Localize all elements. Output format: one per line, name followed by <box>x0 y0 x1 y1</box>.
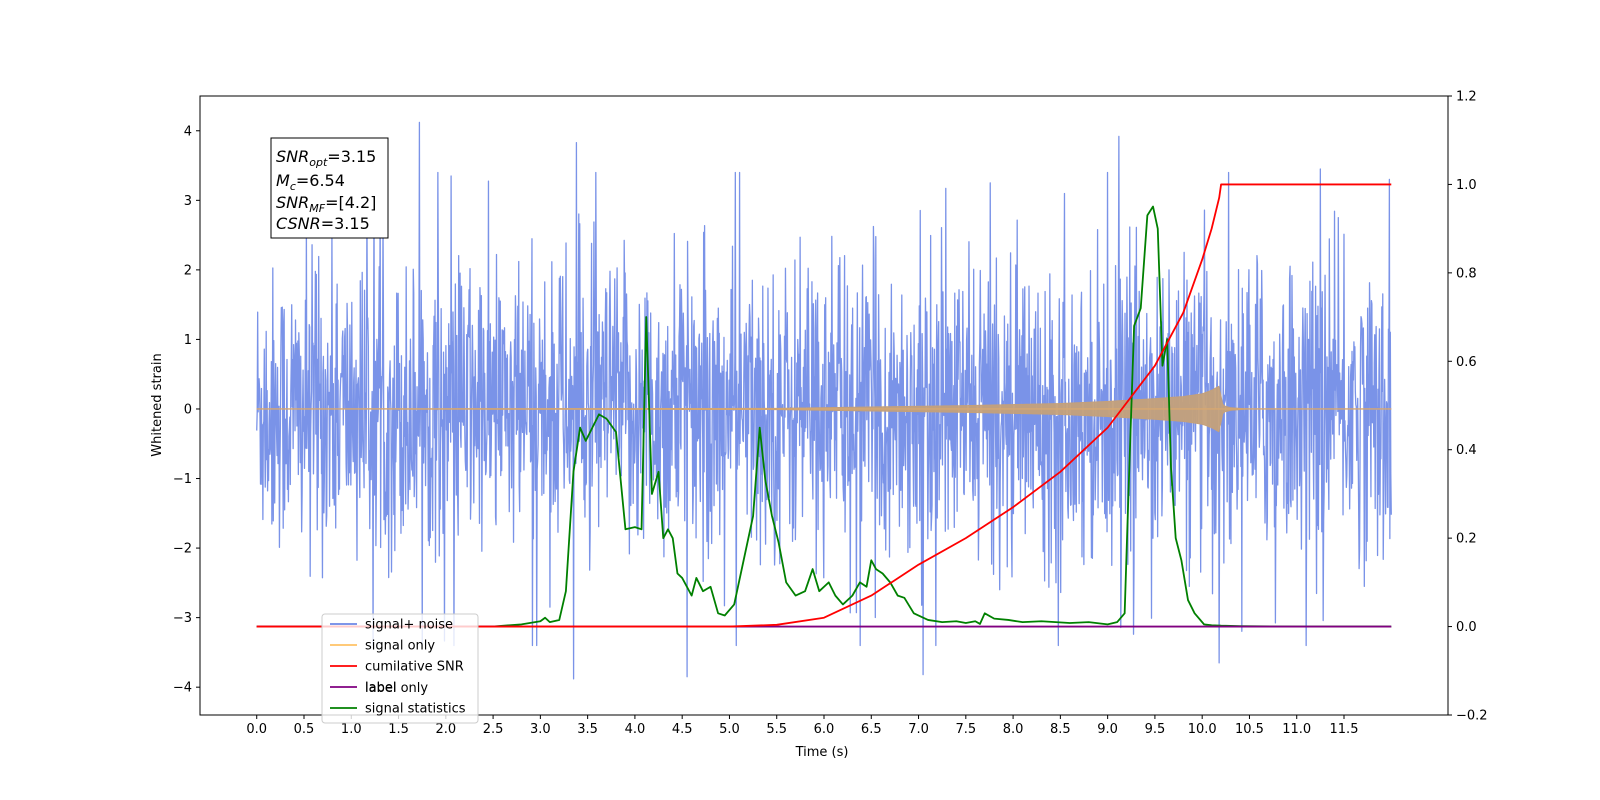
x-tick-label: 1.5 <box>388 722 409 737</box>
x-tick-label: 2.5 <box>483 722 504 737</box>
legend-hidden-label: label only <box>365 681 428 696</box>
annotation-snr-mf: SNRMF=[4.2] <box>276 193 376 215</box>
y2-tick-label: −0.2 <box>1456 709 1488 724</box>
y2-tick-label: 0.6 <box>1456 355 1477 370</box>
x-tick-label: 5.5 <box>766 722 787 737</box>
y2-tick-label: 0.8 <box>1456 266 1477 281</box>
x-tick-label: 0.0 <box>246 722 267 737</box>
y2-tick-label: 0.2 <box>1456 532 1477 547</box>
x-tick-label: 8.0 <box>1003 722 1024 737</box>
x-tick-label: 5.0 <box>719 722 740 737</box>
y-tick-label: −1 <box>173 472 192 487</box>
legend: label only signal+ noise signal only cumil… <box>321 613 479 724</box>
y-tick-label: −4 <box>173 681 192 696</box>
x-tick-label: 3.5 <box>577 722 598 737</box>
y2-tick-label: 0.4 <box>1456 443 1477 458</box>
y-axis-right: −0.2 0.0 0.2 0.4 0.6 0.8 1.0 1.2 <box>1448 90 1488 724</box>
x-tick-label: 4.5 <box>672 722 693 737</box>
legend-entry-label: cumilative SNR <box>365 660 464 675</box>
series-cumulative-snr <box>256 183 1392 628</box>
annotation-snr-opt: SNRopt=3.15 <box>276 147 376 169</box>
x-tick-label: 11.0 <box>1282 722 1311 737</box>
legend-entry-label: label <box>365 681 396 696</box>
y2-tick-label: 1.0 <box>1456 178 1477 193</box>
y-tick-label: 0 <box>184 402 192 417</box>
x-tick-label: 10.0 <box>1188 722 1217 737</box>
x-tick-label: 11.5 <box>1330 722 1359 737</box>
annotation-csnr: CSNR=3.15 <box>276 214 370 233</box>
x-tick-label: 9.5 <box>1145 722 1166 737</box>
x-tick-label: 4.0 <box>625 722 646 737</box>
series-signal-noise <box>256 121 1392 680</box>
x-tick-label: 10.5 <box>1235 722 1264 737</box>
x-axis: 0.0 0.5 1.0 1.5 2.0 2.5 3.0 3.5 4.0 4.5 5.0 5.5 6.0 6… <box>246 715 1358 737</box>
y-axis-left: −4 −3 −2 −1 0 1 2 3 4 <box>173 124 200 696</box>
y-tick-label: 4 <box>184 124 192 139</box>
x-tick-label: 6.5 <box>861 722 882 737</box>
x-tick-label: 8.5 <box>1050 722 1071 737</box>
legend-entry-label: signal+ noise <box>365 618 453 633</box>
y-tick-label: 3 <box>184 194 192 209</box>
x-tick-label: 0.5 <box>294 722 315 737</box>
x-tick-label: 6.0 <box>814 722 835 737</box>
annotation-box: SNRopt=3.15 Mc=6.54 SNRMF=[4.2] CSNR=3.1… <box>270 137 389 239</box>
legend-entry-label: signal statistics <box>365 702 466 717</box>
annotation-mc: Mc=6.54 <box>276 171 345 193</box>
x-tick-label: 7.5 <box>955 722 976 737</box>
y-tick-label: −2 <box>173 542 192 557</box>
y-tick-label: 2 <box>184 263 192 278</box>
y-tick-label: −3 <box>173 611 192 626</box>
plot-area <box>256 121 1392 680</box>
y2-tick-label: 0.0 <box>1456 620 1477 635</box>
y-tick-label: 1 <box>184 333 192 348</box>
y2-tick-label: 1.2 <box>1456 90 1477 105</box>
series-signal-statistics <box>256 205 1392 628</box>
x-tick-label: 1.0 <box>341 722 362 737</box>
x-tick-label: 7.0 <box>908 722 929 737</box>
x-axis-label: Time (s) <box>795 745 849 760</box>
legend-entry-label: signal only <box>365 639 435 654</box>
x-tick-label: 2.0 <box>435 722 456 737</box>
y-axis-label: Whitened strain <box>150 353 165 456</box>
x-tick-label: 3.0 <box>530 722 551 737</box>
x-tick-label: 9.0 <box>1097 722 1118 737</box>
